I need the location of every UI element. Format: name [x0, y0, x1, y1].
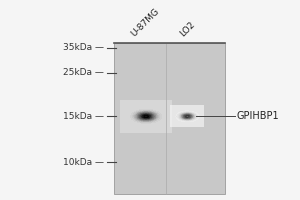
Text: GPIHBP1: GPIHBP1: [237, 111, 279, 121]
Text: LO2: LO2: [178, 20, 196, 38]
Text: U-87MG: U-87MG: [130, 6, 161, 38]
Text: 35kDa —: 35kDa —: [63, 43, 104, 52]
Text: 25kDa —: 25kDa —: [63, 68, 104, 77]
Bar: [114, 43, 225, 194]
Text: 10kDa —: 10kDa —: [63, 158, 104, 167]
Text: 15kDa —: 15kDa —: [63, 112, 104, 121]
